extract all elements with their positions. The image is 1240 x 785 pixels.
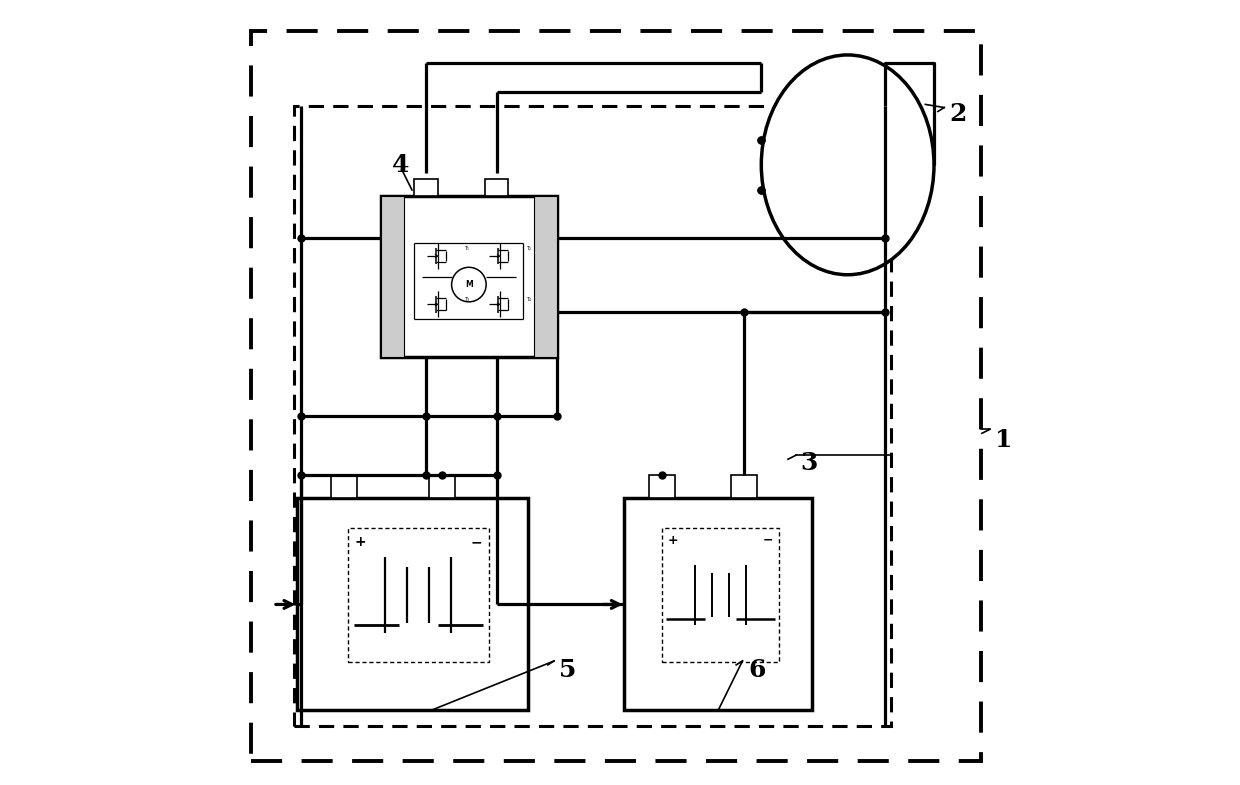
Bar	[662, 528, 780, 662]
Text: −: −	[470, 535, 482, 549]
Bar	[381, 196, 404, 357]
Ellipse shape	[761, 55, 934, 275]
Text: T₁: T₁	[464, 246, 469, 250]
Bar	[624, 498, 812, 710]
Bar	[485, 179, 508, 196]
Bar	[649, 475, 675, 498]
Bar	[294, 106, 890, 726]
Text: 4: 4	[392, 153, 409, 177]
Text: 3: 3	[801, 451, 818, 475]
Text: M: M	[465, 280, 472, 289]
Text: 6: 6	[748, 658, 765, 681]
Text: 2: 2	[950, 102, 967, 126]
Bar	[296, 498, 528, 710]
Text: 5: 5	[559, 658, 577, 681]
Text: T₄: T₄	[526, 298, 531, 302]
Bar	[381, 196, 557, 357]
Text: −: −	[763, 534, 774, 546]
Text: T₂: T₂	[526, 246, 531, 250]
Circle shape	[451, 267, 486, 301]
Bar	[732, 475, 756, 498]
Text: +: +	[355, 535, 366, 549]
Bar	[429, 475, 455, 498]
Bar	[414, 179, 438, 196]
Bar	[331, 475, 357, 498]
Text: +: +	[667, 534, 678, 546]
Text: 1: 1	[996, 428, 1013, 451]
Bar	[347, 528, 489, 662]
Text: T₃: T₃	[464, 298, 469, 302]
Bar	[533, 196, 557, 357]
